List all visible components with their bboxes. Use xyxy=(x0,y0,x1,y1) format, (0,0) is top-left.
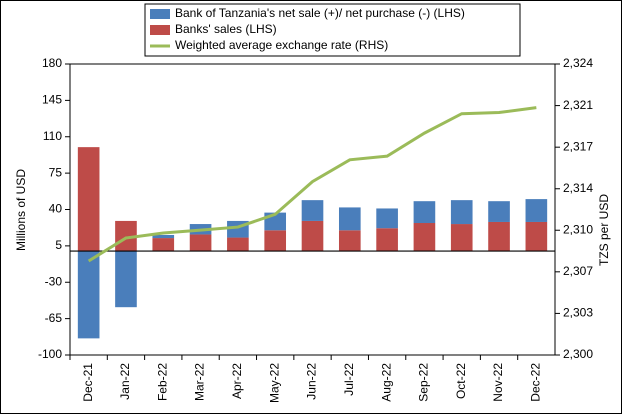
y-tick-label: -100 xyxy=(38,347,62,361)
y-tick-label: 180 xyxy=(42,56,62,70)
legend-label: Weighted average exchange rate (RHS) xyxy=(175,38,388,52)
bar xyxy=(115,251,137,308)
bar xyxy=(525,221,548,252)
y-tick-label: 5 xyxy=(55,238,62,252)
bar xyxy=(301,200,324,221)
bar xyxy=(450,200,473,225)
y2-tick-label: 2,307 xyxy=(563,264,593,278)
bar xyxy=(338,230,361,252)
legend-box xyxy=(144,3,521,57)
bar xyxy=(488,201,510,222)
x-tick-label: Feb-22 xyxy=(155,363,169,401)
bar xyxy=(152,238,175,252)
bar xyxy=(301,220,324,252)
x-tick-label: Nov-22 xyxy=(491,363,505,402)
x-tick-label: May-22 xyxy=(267,363,281,403)
y2-tick-label: 2,324 xyxy=(563,56,593,70)
bar xyxy=(413,201,436,224)
bar xyxy=(115,220,137,252)
x-tick-label: Aug-22 xyxy=(379,363,393,402)
x-tick-label: Dec-21 xyxy=(81,363,95,402)
y-tick-label: -30 xyxy=(45,274,63,288)
bar xyxy=(77,147,100,252)
x-tick-label: Oct-22 xyxy=(454,363,468,399)
bar xyxy=(450,224,473,252)
x-tick-label: Jun-22 xyxy=(305,363,319,400)
y-tick-label: 110 xyxy=(43,129,62,143)
bar xyxy=(488,221,510,252)
y-axis-title: Millions of USD xyxy=(14,169,28,251)
x-tick-label: Sep-22 xyxy=(417,363,431,402)
bar xyxy=(152,234,175,239)
y-tick-label: 145 xyxy=(42,93,62,107)
bar xyxy=(77,251,100,339)
legend-swatch xyxy=(150,25,170,35)
bar xyxy=(264,230,287,252)
y2-tick-label: 2,300 xyxy=(563,347,593,361)
x-tick-label: Dec-22 xyxy=(529,363,543,402)
y-tick-label: -65 xyxy=(45,311,63,325)
y2-axis-title: TZS per USD xyxy=(597,194,611,266)
bar xyxy=(189,234,212,252)
x-tick-label: Jul-22 xyxy=(342,363,356,396)
y-tick-label: 75 xyxy=(49,165,63,179)
y2-tick-label: 2,314 xyxy=(563,181,593,195)
legend-label: Bank of Tanzania's net sale (+)/ net pur… xyxy=(175,6,465,20)
bar xyxy=(376,208,398,229)
y2-tick-label: 2,321 xyxy=(563,98,593,112)
bar xyxy=(227,237,249,252)
bar xyxy=(525,199,548,222)
y2-tick-label: 2,317 xyxy=(563,139,593,153)
x-tick-label: Mar-22 xyxy=(193,363,207,401)
line xyxy=(87,106,537,263)
bar xyxy=(338,207,361,231)
x-tick-label: Jan-22 xyxy=(118,363,132,400)
y2-tick-label: 2,303 xyxy=(563,306,593,320)
legend-label: Banks' sales (LHS) xyxy=(175,22,277,36)
y2-tick-label: 2,310 xyxy=(563,222,593,236)
y-tick-label: 40 xyxy=(49,202,63,216)
x-tick-label: Apr-22 xyxy=(230,363,244,399)
legend-swatch xyxy=(150,9,170,19)
bar xyxy=(376,228,398,252)
bar xyxy=(413,223,436,252)
